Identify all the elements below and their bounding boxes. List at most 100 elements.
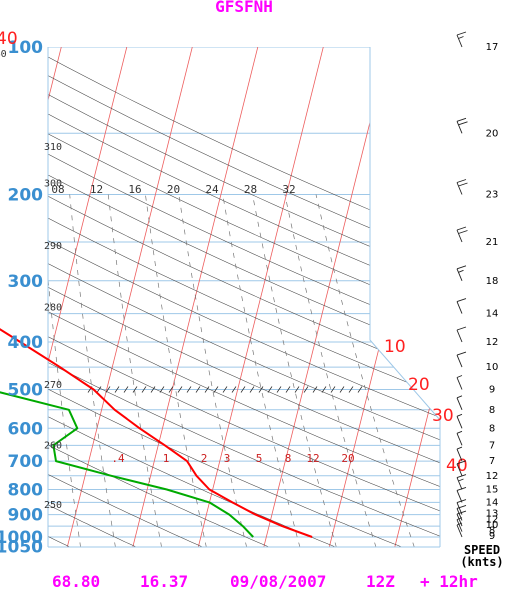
wind-barb-flag xyxy=(456,298,467,303)
level-tick xyxy=(285,386,291,393)
wind-speed-label: 8 xyxy=(489,405,495,416)
dry-adiabat-line xyxy=(48,47,440,547)
wind-barb-half xyxy=(458,478,464,482)
mixing-ratio-label: 20 xyxy=(167,183,180,196)
mixing-ratio-label: 5 xyxy=(256,452,263,465)
wind-barb-flag xyxy=(456,265,467,270)
level-tick xyxy=(114,386,120,393)
wind-speed-label: 14 xyxy=(486,309,499,320)
wind-barb-staff xyxy=(456,182,463,195)
level-tick xyxy=(150,386,156,393)
level-tick xyxy=(222,386,228,393)
mixing-ratio-label: 28 xyxy=(244,183,257,196)
wind-barb-staff xyxy=(456,490,463,503)
mixing-ratio-label: .4 xyxy=(111,452,125,465)
wind-barb-staff xyxy=(456,377,463,390)
footer-value-1: 68.80 xyxy=(52,572,100,591)
dewpoint-profile xyxy=(0,391,254,538)
wind-barb-flag xyxy=(456,179,467,183)
level-tick xyxy=(303,386,309,393)
isotherm-line xyxy=(328,47,440,547)
wind-barb-staff xyxy=(456,329,463,343)
level-tick xyxy=(321,386,327,393)
level-tick xyxy=(339,386,345,393)
dry-adiabat-line xyxy=(48,47,440,547)
station-title: GFSFNH xyxy=(215,0,273,16)
mixing-ratio-line xyxy=(69,194,116,547)
temperature-label: 10 xyxy=(384,337,406,357)
wind-barb-half xyxy=(456,446,463,450)
mixing-ratio-label: 20 xyxy=(341,452,354,465)
level-tick xyxy=(123,386,129,393)
wind-barb-half xyxy=(456,430,463,434)
wind-speed-label: 13 xyxy=(486,509,499,520)
footer: 68.80 16.37 09/08/2007 12Z + 12hr xyxy=(52,572,478,591)
wind-barb-staff xyxy=(456,121,463,134)
temperature-label: 20 xyxy=(408,375,430,395)
dry-adiabat-line xyxy=(48,47,403,547)
dry-adiabat-line xyxy=(48,47,71,547)
diagram-grid xyxy=(47,47,441,548)
footer-run: 12Z xyxy=(366,572,395,591)
dry-adiabat-line xyxy=(48,47,440,547)
mixing-ratio-label: 12 xyxy=(90,183,103,196)
wind-speed-label: 10 xyxy=(486,520,499,531)
level-tick xyxy=(231,386,237,393)
dry-adiabat-line xyxy=(48,47,440,547)
footer-forecast: + 12hr xyxy=(420,572,478,591)
level-tick xyxy=(240,386,246,393)
wind-barb-staff xyxy=(456,354,463,368)
mixing-ratio-label: 16 xyxy=(128,183,141,196)
level-tick xyxy=(312,386,318,393)
wind-barb-half xyxy=(458,36,464,39)
wind-barb-flag xyxy=(458,230,468,234)
pressure-label: 400 xyxy=(8,333,44,353)
wind-speed-label: 14 xyxy=(486,497,499,508)
wind-barb-flag xyxy=(456,117,467,122)
mixing-ratio-line xyxy=(145,194,207,547)
dry-adiabat-line xyxy=(48,47,440,547)
wind-barb-flag xyxy=(456,474,467,478)
level-tick xyxy=(330,386,336,393)
wind-barb-staff xyxy=(456,397,463,410)
wind-barb-flag xyxy=(456,486,467,491)
theta-label: 310 xyxy=(44,142,62,153)
temperature-label: 40 xyxy=(446,456,468,476)
dry-adiabat-line xyxy=(48,47,440,547)
theta-label: 280 xyxy=(44,302,62,313)
level-tick xyxy=(141,386,147,393)
mixing-ratio-line xyxy=(284,194,377,547)
temperature-label: 30 xyxy=(432,406,454,426)
wind-barb-half xyxy=(456,375,463,378)
wind-speed-label: 23 xyxy=(486,190,499,201)
wind-barb-flag xyxy=(456,510,467,515)
wind-speed-label: 12 xyxy=(486,514,499,525)
dry-adiabat-line xyxy=(48,47,440,547)
level-tick xyxy=(294,386,300,393)
theta-label: 440 xyxy=(0,49,7,60)
wind-speed-label: 15 xyxy=(486,485,499,496)
wind-barb-half xyxy=(456,413,463,417)
dry-adiabat-line xyxy=(48,47,440,547)
mixing-ratio-label: 1 xyxy=(163,452,170,465)
wind-speed-label: 7 xyxy=(489,456,495,467)
wind-barb-staff xyxy=(456,463,463,476)
wind-speed-label: 9 xyxy=(489,531,495,542)
mixing-ratio-label: 3 xyxy=(224,452,231,465)
level-tick xyxy=(96,386,102,393)
mixing-ratio-label: 32 xyxy=(282,183,295,196)
wind-speed-label: 8 xyxy=(489,526,495,537)
wind-barb-flag xyxy=(458,182,468,187)
wind-barb-half xyxy=(456,395,463,399)
dry-adiabat-line xyxy=(48,47,440,547)
wind-barb-staff xyxy=(456,433,463,446)
level-tick xyxy=(132,386,138,393)
sounding-profiles xyxy=(0,328,313,538)
wind-barb-half xyxy=(458,269,464,273)
level-tick xyxy=(276,386,282,393)
level-tick xyxy=(249,386,255,393)
mixing-ratio-label: 2 xyxy=(201,452,208,465)
mixing-ratio-label: 8 xyxy=(285,452,292,465)
